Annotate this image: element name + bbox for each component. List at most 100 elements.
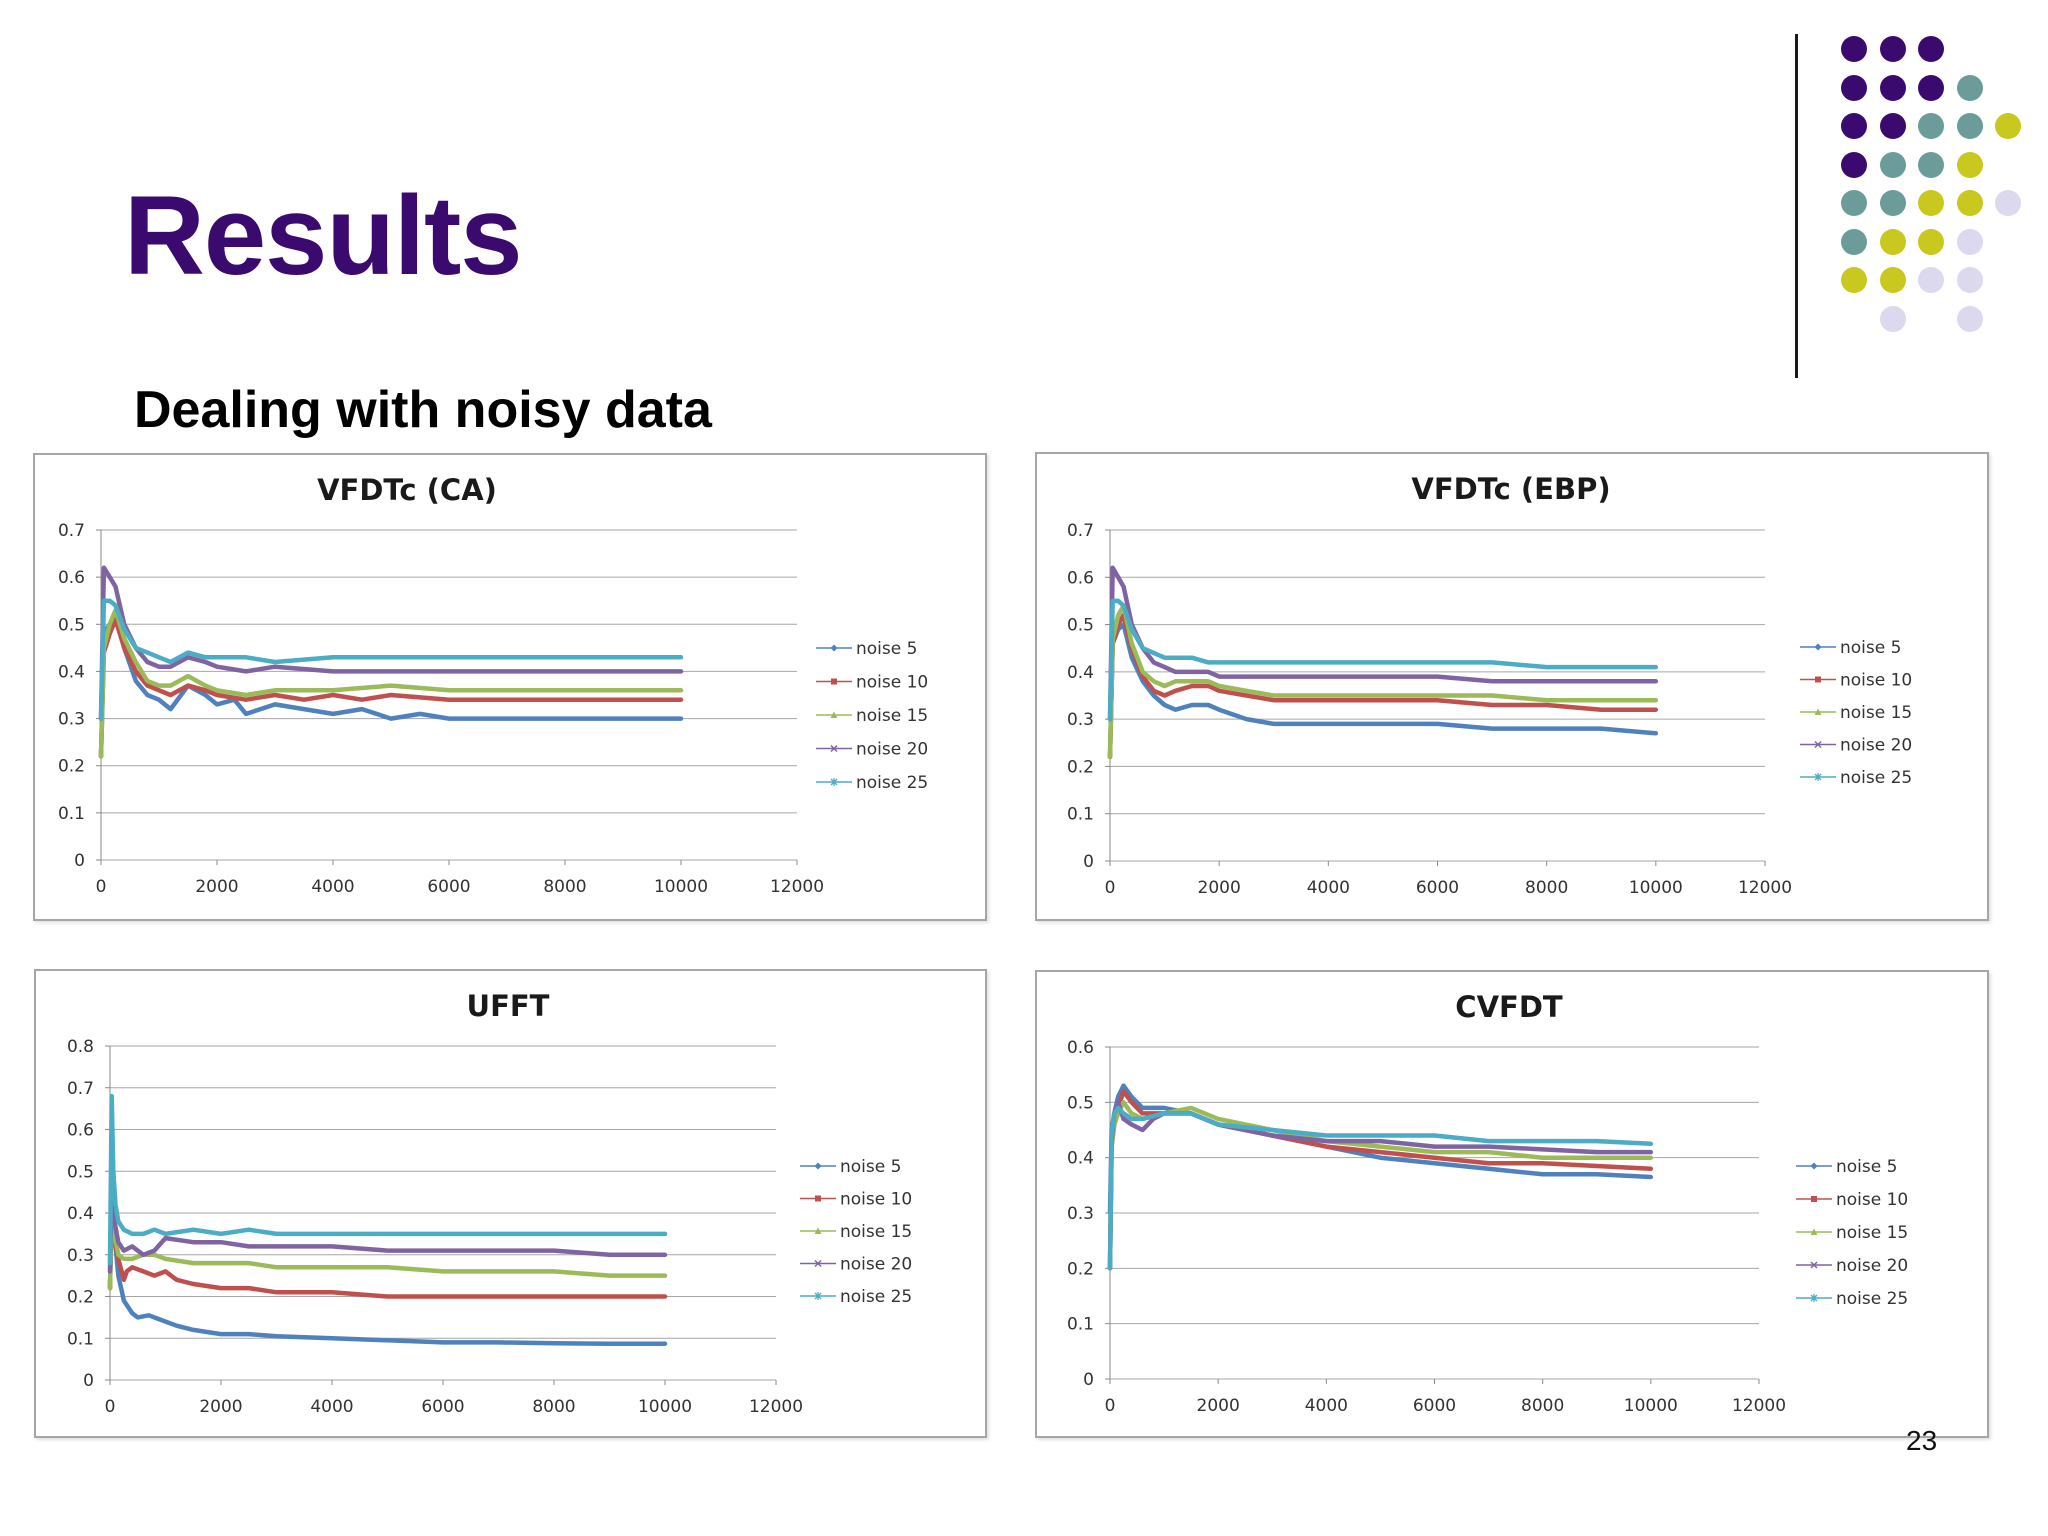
line-chart: VFDTc (EBP) 0 0.1 0.2 0.3 0.4 0.5 0.6 0.7 0 2000 40… xyxy=(1067,472,1912,898)
decor-dot-purple xyxy=(1879,74,1906,101)
series-line-noise-25 xyxy=(1107,1105,1654,1271)
x-tick-label: 6000 xyxy=(1413,1396,1456,1416)
legend-label: noise 5 xyxy=(856,639,917,659)
x-tick-label: 8000 xyxy=(532,1397,575,1417)
y-tick-label: 0.1 xyxy=(67,1329,94,1349)
x-tick-label: 4000 xyxy=(1307,878,1350,898)
y-tick-label: 0.6 xyxy=(1067,568,1094,588)
y-tick-label: 0.3 xyxy=(58,710,85,730)
slide-title: Results xyxy=(124,173,523,298)
decor-dot-purple xyxy=(1879,113,1906,139)
chart-title: VFDTc (EBP) xyxy=(1411,472,1610,506)
x-tick-label: 6000 xyxy=(1416,878,1459,898)
y-tick-label: 0 xyxy=(1083,1370,1094,1390)
legend-label: noise 20 xyxy=(856,740,928,760)
legend-label: noise 10 xyxy=(1836,1190,1908,1210)
legend-label: noise 25 xyxy=(840,1287,912,1307)
decor-dot-purple xyxy=(1918,74,1944,101)
y-tick-label: 0 xyxy=(74,851,85,871)
legend-label: noise 15 xyxy=(856,706,928,726)
decor-dot-teal xyxy=(1956,113,1983,139)
legend-marker-triangle xyxy=(1810,1228,1818,1235)
y-tick-label: 0.7 xyxy=(58,521,85,541)
series-line-noise-5 xyxy=(1107,622,1659,760)
series-line-noise-20 xyxy=(98,565,684,721)
x-tick-label: 2000 xyxy=(1197,1396,1240,1416)
x-tick-label: 4000 xyxy=(310,1397,353,1417)
y-tick-label: 0.1 xyxy=(1067,805,1094,825)
decor-dot-teal xyxy=(1841,228,1867,255)
legend-marker-square xyxy=(1811,1196,1817,1202)
legend-label: noise 15 xyxy=(1840,703,1912,723)
series-line-noise-15 xyxy=(1107,1100,1654,1271)
decor-dot-teal xyxy=(1879,151,1906,178)
x-tick-label: 2000 xyxy=(195,877,238,897)
line-chart: CVFDT 0 0.1 0.2 0.3 0.4 0.5 0.6 0 2000 4000 6000 800… xyxy=(1067,990,1908,1416)
legend-label: noise 5 xyxy=(1836,1157,1897,1177)
y-tick-label: 0.1 xyxy=(58,804,85,824)
y-tick-label: 0.6 xyxy=(67,1121,94,1141)
chart-title: VFDTc (CA) xyxy=(317,473,497,507)
chart-legend: noise 5 noise 10 noise 15 noise 20 noise 25 xyxy=(1796,1157,1908,1309)
decor-dot-yellow xyxy=(1918,190,1944,216)
decor-dot-yellow xyxy=(1841,267,1867,293)
y-tick-label: 0.4 xyxy=(58,662,85,682)
x-tick-label: 10000 xyxy=(638,1397,692,1417)
series-line-noise-25 xyxy=(107,1093,668,1266)
chart-panel-ufft: UFFT 0 0.1 0.2 0.3 0.4 0.5 0.6 0.7 0.8 0 2000 4000 60… xyxy=(34,969,987,1438)
y-tick-label: 0.1 xyxy=(1067,1315,1094,1335)
legend-marker-square xyxy=(831,678,837,685)
decor-dot-teal xyxy=(1956,74,1983,101)
legend-label: noise 25 xyxy=(856,773,928,793)
legend-marker-square xyxy=(1815,676,1821,683)
legend-label: noise 20 xyxy=(1840,736,1912,756)
series-line-noise-5 xyxy=(107,1185,668,1346)
x-tick-label: 2000 xyxy=(199,1397,242,1417)
chart-legend: noise 5 noise 10 noise 15 noise 20 noise 25 xyxy=(816,639,928,793)
decor-dot-yellow xyxy=(1956,151,1983,178)
decor-dot-teal xyxy=(1918,113,1944,139)
x-tick-label: 12000 xyxy=(1732,1396,1786,1416)
chart-panel-vfdtc-ebp: VFDTc (EBP) 0 0.1 0.2 0.3 0.4 0.5 0.6 0.7 0 2000 40… xyxy=(1035,452,1989,921)
legend-marker-triangle xyxy=(830,711,838,718)
series-line-noise-10 xyxy=(98,617,684,759)
legend-marker-star xyxy=(830,778,838,786)
decor-dot-yellow xyxy=(1879,267,1906,293)
legend-marker-star xyxy=(1814,773,1822,781)
y-tick-label: 0.4 xyxy=(67,1204,94,1224)
legend-label: noise 15 xyxy=(1836,1223,1908,1243)
y-tick-label: 0.2 xyxy=(67,1288,94,1308)
legend-marker-star xyxy=(814,1292,822,1300)
x-tick-label: 8000 xyxy=(543,877,586,897)
series-line-noise-10 xyxy=(1107,612,1659,760)
x-tick-label: 8000 xyxy=(1521,1396,1564,1416)
x-tick-label: 8000 xyxy=(1525,878,1568,898)
legend-label: noise 25 xyxy=(1840,768,1912,788)
chart-legend: noise 5 noise 10 noise 15 noise 20 noise 25 xyxy=(800,1157,912,1307)
x-tick-label: 10000 xyxy=(654,877,708,897)
legend-marker-x xyxy=(1810,1261,1818,1269)
y-tick-label: 0.4 xyxy=(1067,663,1094,683)
decor-dot-lavender xyxy=(1956,228,1983,255)
series-line-noise-20 xyxy=(1107,1100,1654,1271)
legend-marker-x xyxy=(814,1259,822,1268)
legend-marker-diamond xyxy=(830,644,838,652)
x-tick-label: 4000 xyxy=(311,877,354,897)
series-line-noise-20 xyxy=(107,1169,668,1274)
legend-marker-diamond xyxy=(1814,643,1822,651)
legend-marker-diamond xyxy=(814,1162,822,1170)
y-tick-label: 0.2 xyxy=(58,757,85,777)
decor-dot-yellow xyxy=(1879,228,1906,255)
chart-title: CVFDT xyxy=(1455,990,1563,1024)
legend-label: noise 20 xyxy=(1836,1256,1908,1276)
decor-dot-lavender xyxy=(1956,267,1983,293)
legend-marker-triangle xyxy=(814,1227,822,1234)
y-tick-label: 0 xyxy=(83,1371,94,1391)
x-tick-label: 12000 xyxy=(749,1397,803,1417)
x-tick-label: 0 xyxy=(1105,878,1116,898)
legend-marker-x xyxy=(830,744,838,753)
y-tick-label: 0.6 xyxy=(1067,1038,1094,1058)
page-number: 23 xyxy=(1906,1425,1938,1456)
y-tick-label: 0.2 xyxy=(1067,1259,1094,1279)
y-tick-label: 0.2 xyxy=(1067,757,1094,777)
